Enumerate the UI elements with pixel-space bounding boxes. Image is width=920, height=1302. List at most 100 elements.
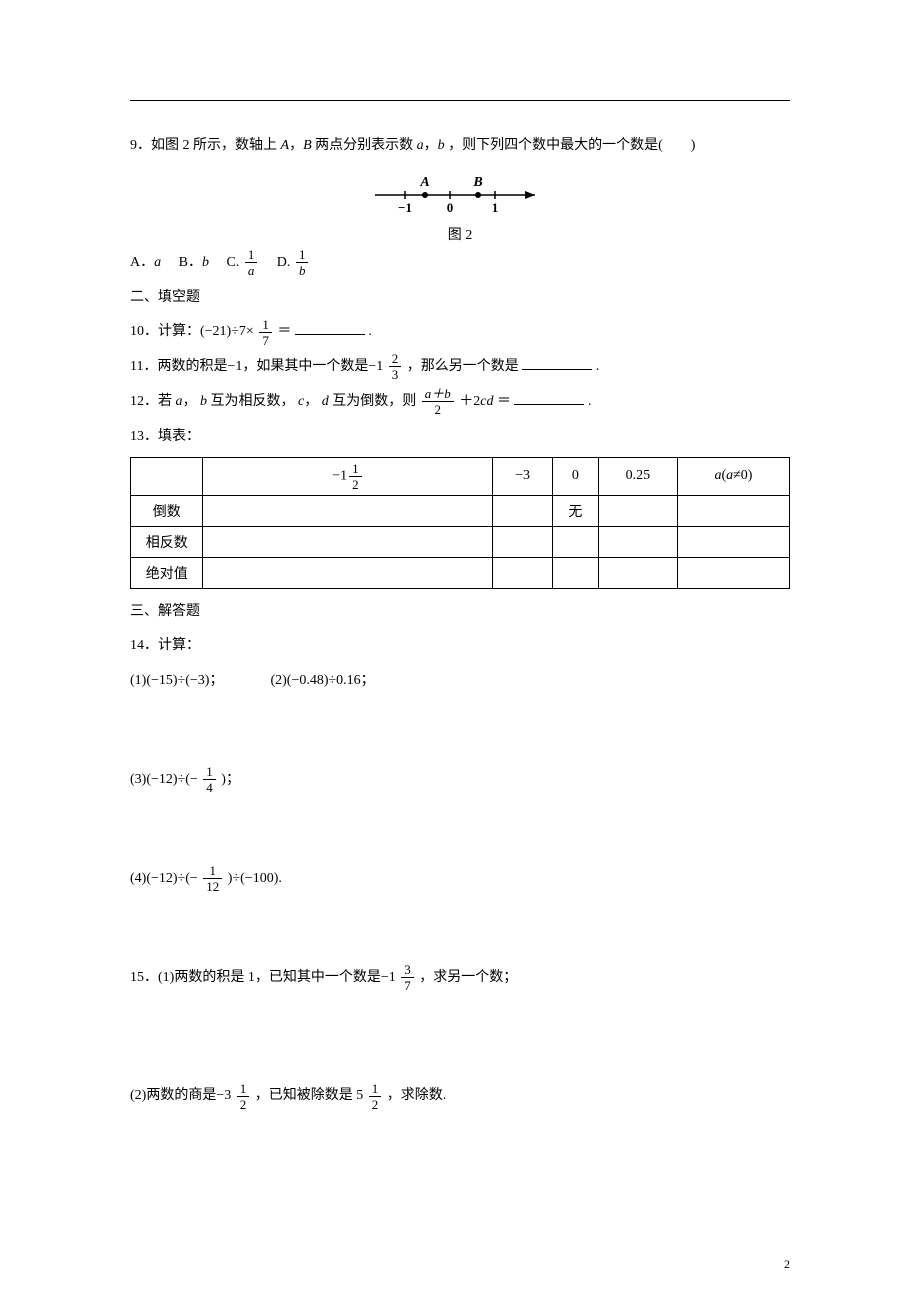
q11-pre: 11．两数的积是−1，如果其中一个数是−1 — [130, 359, 383, 374]
q14-p4-frac: 112 — [203, 864, 222, 893]
q12-c1: ， — [183, 394, 197, 409]
q13-r3-label: 绝对值 — [131, 557, 203, 588]
table-row: 相反数 — [131, 526, 790, 557]
q15-p2-frac1: 12 — [237, 1082, 250, 1111]
q11-blank[interactable] — [522, 355, 592, 370]
q9-opt-b: b — [202, 255, 209, 270]
cell[interactable] — [677, 526, 789, 557]
q13-h5: 0.25 — [598, 457, 677, 495]
cell[interactable] — [493, 495, 552, 526]
q13-h1 — [131, 457, 203, 495]
cell[interactable] — [203, 495, 493, 526]
q14-p3-frac: 14 — [203, 765, 216, 794]
q15-p2-post: ，求除数. — [387, 1088, 447, 1103]
q9-B-pre: B． — [165, 255, 202, 270]
page-number: 2 — [784, 1257, 790, 1272]
q14-p4: (4)(−12)÷(− 112 )÷(−100). — [130, 864, 790, 895]
q13-h3: −3 — [493, 457, 552, 495]
q14-p4-pre: (4)(−12)÷(− — [130, 871, 198, 886]
q11-mid: ，那么另一个数是 — [407, 359, 519, 374]
q12-frac: a＋b2 — [422, 387, 454, 416]
q15-p1-post: ，求另一个数； — [419, 970, 517, 985]
cell[interactable] — [203, 526, 493, 557]
q12-line: 12．若 a， b 互为相反数， c， d 互为倒数，则 a＋b2 ＋2cd ＝… — [130, 387, 790, 418]
cell[interactable] — [552, 557, 598, 588]
cell[interactable] — [552, 526, 598, 557]
q12-mid2: 互为倒数，则 — [332, 394, 416, 409]
table-row: 倒数 无 — [131, 495, 790, 526]
cell[interactable] — [203, 557, 493, 588]
q15-p2-pre: (2)两数的商是−3 — [130, 1088, 231, 1103]
q9-stem: 9．如图 2 所示，数轴上 A，B 两点分别表示数 a，b ，则下列四个数中最大… — [130, 131, 790, 162]
q15-p2: (2)两数的商是−3 12 ，已知被除数是 5 12 ，求除数. — [130, 1081, 790, 1112]
q9-number-line: A B −1 0 1 — [370, 170, 550, 220]
q14-p3: (3)(−12)÷(− 14 )； — [130, 765, 790, 796]
q10-pre: 10．计算：(−21)÷7× — [130, 324, 254, 339]
cell[interactable] — [677, 557, 789, 588]
spacer — [130, 701, 790, 761]
q9-b-var: b — [438, 138, 445, 153]
q12-plus: ＋2 — [459, 394, 480, 409]
cell[interactable] — [677, 495, 789, 526]
table-row: −112 −3 0 0.25 a(a≠0) — [131, 457, 790, 495]
q12-cd: cd — [480, 394, 493, 409]
cell[interactable] — [598, 526, 677, 557]
q9-fig-label: 图 2 — [130, 224, 790, 244]
q9-A-var: A — [281, 138, 290, 153]
q15-p1-pre: 15．(1)两数的积是 1，已知其中一个数是−1 — [130, 970, 396, 985]
nl-0: 0 — [447, 200, 454, 215]
q15-p1-frac: 37 — [401, 963, 414, 992]
cell[interactable] — [493, 526, 552, 557]
q13-r2-label: 相反数 — [131, 526, 203, 557]
q10-post: . — [368, 324, 372, 339]
q15-p2-mid: ，已知被除数是 5 — [255, 1088, 364, 1103]
q12-b: b — [200, 394, 207, 409]
q9-D-frac: 1b — [296, 248, 309, 277]
spacer — [130, 997, 790, 1077]
q9-options: A．a B．b C. 1a D. 1b — [130, 248, 790, 279]
nl-1: 1 — [492, 200, 499, 215]
q9-a-var: a — [417, 138, 424, 153]
section-2-heading: 二、填空题 — [130, 283, 790, 314]
q14-label: 14．计算： — [130, 631, 790, 662]
spacer — [130, 800, 790, 860]
spacer — [130, 899, 790, 959]
table-row: 绝对值 — [131, 557, 790, 588]
q12-d: d — [322, 394, 329, 409]
q11-post: . — [596, 359, 600, 374]
q14-p2: (2)(−0.48)÷0.16； — [270, 673, 374, 688]
q12-mid1: 互为相反数， — [211, 394, 295, 409]
q13-table: −112 −3 0 0.25 a(a≠0) 倒数 无 相反数 绝对值 — [130, 457, 790, 589]
q9-opt-a: a — [154, 255, 161, 270]
q15-p1: 15．(1)两数的积是 1，已知其中一个数是−1 37 ，求另一个数； — [130, 963, 790, 994]
q12-blank[interactable] — [514, 390, 584, 405]
q12-a: a — [176, 394, 183, 409]
cell[interactable] — [598, 557, 677, 588]
q13-h6: a(a≠0) — [677, 457, 789, 495]
q9-B-var: B — [303, 138, 312, 153]
cell[interactable] — [598, 495, 677, 526]
q12-post: . — [588, 394, 592, 409]
q12-c2: ， — [304, 394, 318, 409]
cell[interactable] — [493, 557, 552, 588]
q13-r1-label: 倒数 — [131, 495, 203, 526]
q13-h2: −112 — [203, 457, 493, 495]
q9-text-3: ，则下列四个数中最大的一个数是( ) — [448, 138, 695, 153]
q11-frac: 23 — [389, 352, 402, 381]
q13-h4: 0 — [552, 457, 598, 495]
q13-r1-c4: 无 — [552, 495, 598, 526]
q9-text-2: 两点分别表示数 — [315, 138, 413, 153]
q10-frac: 17 — [259, 318, 272, 347]
q14-p4-mid: )÷(−100). — [228, 871, 282, 886]
q14-p3-post: )； — [221, 772, 240, 787]
q9-text-1: 9．如图 2 所示，数轴上 — [130, 138, 277, 153]
section-3-heading: 三、解答题 — [130, 597, 790, 628]
q10-eq: ＝ — [277, 324, 291, 339]
q9-D-pre: D. — [263, 255, 291, 270]
nl-neg1: −1 — [398, 200, 412, 215]
q13-label: 13．填表： — [130, 422, 790, 453]
q14-p3-pre: (3)(−12)÷(− — [130, 772, 198, 787]
nl-B-label: B — [472, 175, 482, 190]
q12-eq: ＝ — [497, 394, 511, 409]
q10-blank[interactable] — [295, 320, 365, 335]
